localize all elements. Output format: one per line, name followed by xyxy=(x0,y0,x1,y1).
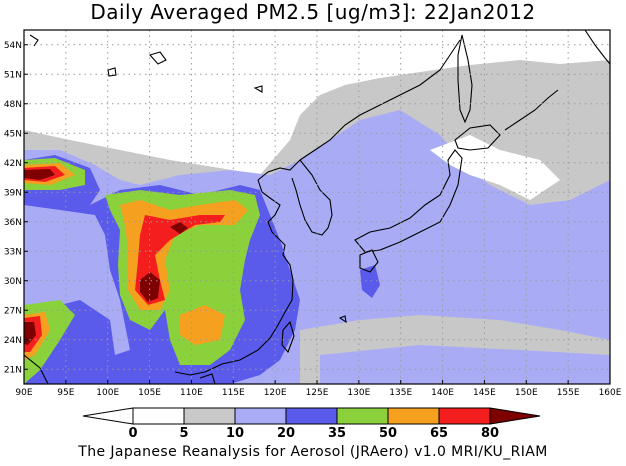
lat-tick-label: 27N xyxy=(4,306,22,316)
longitude-axis: 90E 95E 100E 105E 110E 115E 120E 125E 130E 135E 14… xyxy=(15,380,622,398)
colorbar-box xyxy=(336,407,389,425)
lon-tick-label: 95E xyxy=(57,388,74,398)
lon-tick-label: 120E xyxy=(264,388,287,398)
lat-tick-label: 36N xyxy=(4,218,22,228)
lon-tick-label: 125E xyxy=(306,388,329,398)
lon-tick-label: 100E xyxy=(96,388,119,398)
colorbar-label: 20 xyxy=(277,426,295,441)
contour-10-20-south xyxy=(320,345,610,384)
colorbar-label: 80 xyxy=(481,426,499,441)
contour-20-35-kyushu xyxy=(360,265,380,298)
latitude-axis: 21N 24N 27N 30N 33N 36N 39N 42N 45N 48N 51N 54N xyxy=(4,41,28,375)
lat-tick-label: 21N xyxy=(4,365,22,375)
lon-tick-label: 90E xyxy=(15,388,32,398)
lon-tick-label: 150E xyxy=(515,388,538,398)
lon-tick-label: 115E xyxy=(222,388,245,398)
lon-tick-label: 130E xyxy=(347,388,370,398)
colorbar-label: 5 xyxy=(179,426,188,441)
lon-tick-label: 110E xyxy=(180,388,203,398)
concentration-field xyxy=(24,30,610,384)
lon-tick-label: 160E xyxy=(599,388,622,398)
coastlines xyxy=(24,30,610,384)
lat-tick-label: 39N xyxy=(4,188,22,198)
colorbar-label: 65 xyxy=(430,426,448,441)
colorbar-high-arrow xyxy=(489,407,541,425)
colorbar: 0 5 10 20 35 50 65 80 xyxy=(82,407,541,441)
colorbar-box xyxy=(387,407,440,425)
lat-tick-label: 24N xyxy=(4,336,22,346)
lat-tick-label: 54N xyxy=(4,41,22,51)
colorbar-box xyxy=(285,407,338,425)
lat-tick-label: 42N xyxy=(4,159,22,169)
map-title: Daily Averaged PM2.5 [ug/m3]: 22Jan2012 xyxy=(90,0,536,24)
footer-credit: The Japanese Reanalysis for Aerosol (JRA… xyxy=(78,444,548,460)
colorbar-box xyxy=(438,407,491,425)
lat-tick-label: 33N xyxy=(4,247,22,257)
lon-tick-label: 105E xyxy=(138,388,161,398)
colorbar-low-arrow xyxy=(82,407,134,425)
lon-tick-label: 155E xyxy=(557,388,580,398)
contour-50-65 xyxy=(24,163,248,360)
lat-tick-label: 48N xyxy=(4,100,22,110)
colorbar-label: 0 xyxy=(128,426,137,441)
lat-tick-label: 45N xyxy=(4,129,22,139)
colorbar-box xyxy=(132,407,185,425)
colorbar-label: 35 xyxy=(328,426,346,441)
colorbar-box xyxy=(234,407,287,425)
colorbar-box xyxy=(183,407,236,425)
colorbar-label: 50 xyxy=(379,426,397,441)
lon-tick-label: 145E xyxy=(473,388,496,398)
contour-5-10-east xyxy=(560,85,610,190)
lon-tick-label: 140E xyxy=(431,388,454,398)
gridlines xyxy=(24,30,610,384)
lon-tick-label: 135E xyxy=(389,388,412,398)
colorbar-label: 10 xyxy=(226,426,244,441)
lat-tick-label: 51N xyxy=(4,70,22,80)
contour-0-5 xyxy=(430,135,560,200)
lat-tick-label: 30N xyxy=(4,277,22,287)
